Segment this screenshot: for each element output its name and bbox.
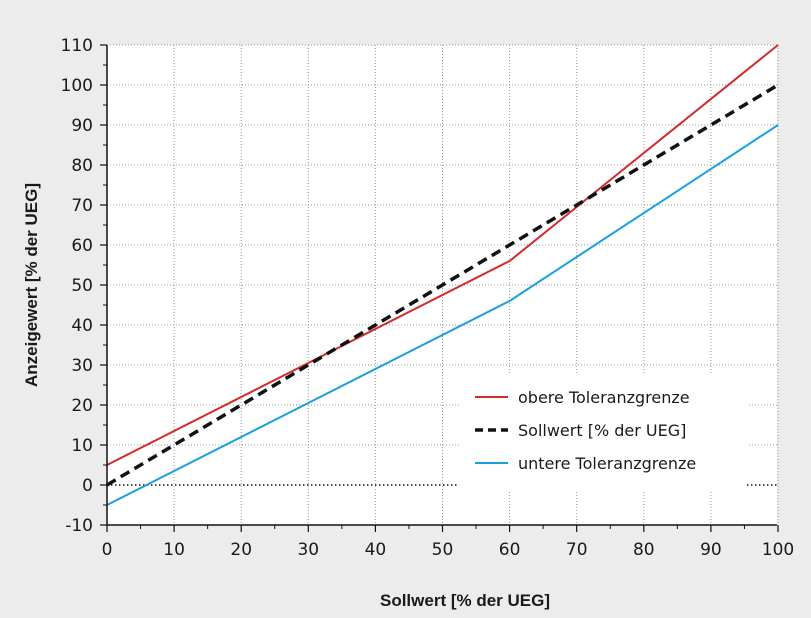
x-tick-label: 20 <box>230 540 252 560</box>
x-tick-label: 0 <box>102 540 113 560</box>
y-tick-label: 70 <box>71 196 93 216</box>
y-tick-label: 80 <box>71 156 93 176</box>
legend-box <box>459 373 747 491</box>
x-tick-label: 90 <box>700 540 722 560</box>
y-tick-label: 30 <box>71 356 93 376</box>
y-tick-label: 100 <box>61 76 93 96</box>
legend-label: obere Toleranzgrenze <box>518 388 690 407</box>
x-axis-title: Sollwert [% der UEG] <box>380 591 550 610</box>
y-tick-label: 90 <box>71 116 93 136</box>
series-line <box>106 44 779 466</box>
x-tick-label: 10 <box>163 540 185 560</box>
y-tick-label: 60 <box>71 236 93 256</box>
x-tick-label: 100 <box>762 540 794 560</box>
y-axis-title: Anzeigewert [% der UEG] <box>22 183 41 387</box>
y-tick-label: 110 <box>61 36 93 56</box>
y-tick-label: 20 <box>71 396 93 416</box>
series-lines <box>106 44 779 506</box>
legend: obere Toleranzgrenze Sollwert [% der UEG]… <box>459 373 747 491</box>
x-tick-label: 70 <box>566 540 588 560</box>
y-tick-label: 50 <box>71 276 93 296</box>
axes <box>100 44 779 532</box>
x-tick-label: 40 <box>365 540 387 560</box>
x-tick-label: 30 <box>297 540 319 560</box>
x-tick-label: 80 <box>633 540 655 560</box>
y-tick-label: 40 <box>71 316 93 336</box>
series-line <box>106 124 779 506</box>
y-tick-label: 0 <box>82 476 93 496</box>
y-tick-label: 10 <box>71 436 93 456</box>
x-tick-labels: 0 10 20 30 40 50 60 70 80 90 100 <box>102 540 795 560</box>
series-line <box>106 83 779 487</box>
legend-label: Sollwert [% der UEG] <box>518 421 686 440</box>
legend-label: untere Toleranzgrenze <box>518 454 696 473</box>
y-tick-labels: -10 0 10 20 30 40 50 60 70 80 90 100 110 <box>61 36 93 536</box>
y-tick-label: -10 <box>65 516 93 536</box>
x-tick-label: 50 <box>432 540 454 560</box>
x-tick-label: 60 <box>499 540 521 560</box>
